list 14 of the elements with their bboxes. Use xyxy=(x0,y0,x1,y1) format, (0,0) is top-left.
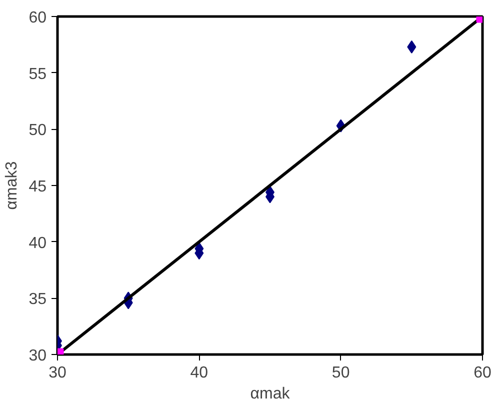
x-tick-label: 30 xyxy=(48,364,66,382)
y-tick-label: 40 xyxy=(28,234,47,252)
y-tick-label: 55 xyxy=(28,66,47,83)
x-tick-label: 40 xyxy=(190,364,208,382)
y-tick-label: 30 xyxy=(28,348,47,364)
y-tick-label: 60 xyxy=(28,10,47,26)
x-axis-title: αmak xyxy=(250,386,291,402)
y-tick-label: 50 xyxy=(28,122,47,140)
point xyxy=(407,40,416,54)
x-tick-label: 50 xyxy=(332,364,350,382)
y-tick-label: 35 xyxy=(28,291,47,308)
y-axis-title: αmak3 xyxy=(4,161,21,210)
x-tick-label: 60 xyxy=(474,364,492,382)
y-tick-label: 45 xyxy=(28,178,47,196)
